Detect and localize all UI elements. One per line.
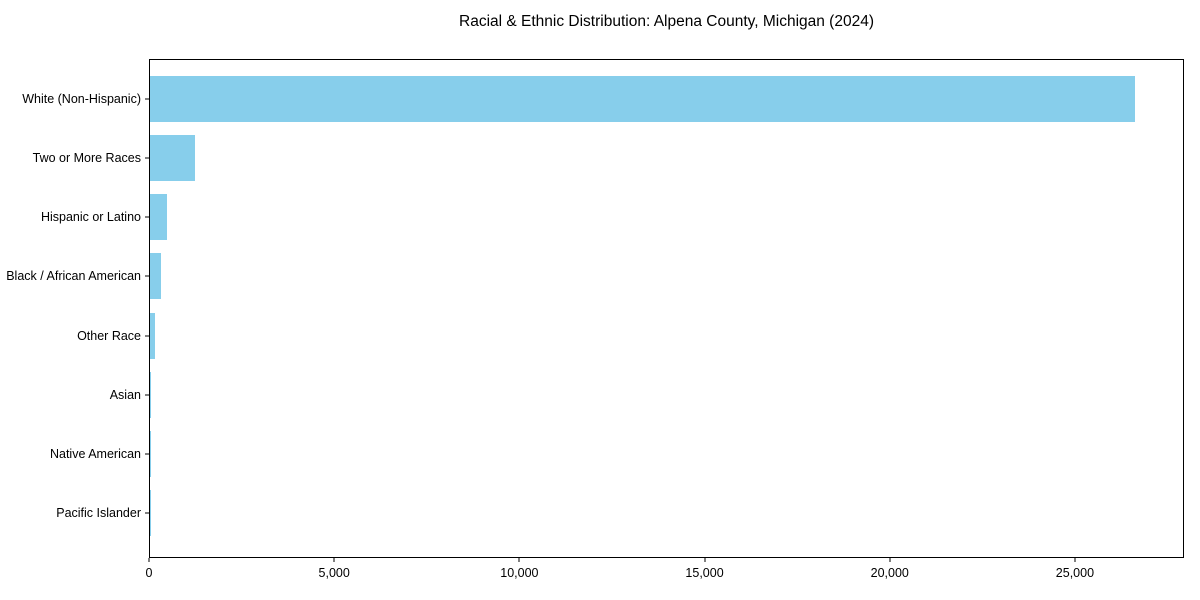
chart-title: Racial & Ethnic Distribution: Alpena Cou… [459, 13, 874, 30]
bar [150, 431, 151, 478]
bar [150, 253, 162, 300]
y-axis-label: White (Non-Hispanic) [22, 91, 141, 106]
y-axis-label: Asian [109, 387, 141, 402]
x-tick-label: 20,000 [870, 566, 909, 580]
x-tick [1074, 558, 1076, 562]
plot-area: White (Non-Hispanic) Two or More Races His… [6, 59, 1184, 558]
y-axis-label: Other Race [77, 328, 141, 343]
y-axis-label: Pacific Islander [56, 506, 141, 521]
bar-row: Pacific Islander [56, 484, 1183, 543]
y-tick [145, 335, 149, 337]
x-tick-label: 10,000 [500, 566, 539, 580]
y-tick [145, 157, 149, 159]
y-axis-label: Hispanic or Latino [40, 210, 141, 225]
y-tick [145, 216, 149, 218]
bar-rows-container: White (Non-Hispanic) Two or More Races His… [6, 60, 1183, 557]
x-tick [148, 558, 150, 562]
x-tick-label: 15,000 [685, 566, 724, 580]
bar [150, 134, 196, 181]
y-tick [145, 275, 149, 277]
x-tick-label: 25,000 [1055, 566, 1095, 580]
y-tick [145, 512, 149, 514]
y-axis-label: Black / African American [6, 269, 141, 284]
x-tick-label: 0 [145, 566, 153, 580]
bar-row: White (Non-Hispanic) [22, 69, 1183, 128]
x-tick-label: 5,000 [318, 566, 350, 580]
y-tick [145, 98, 149, 100]
x-tick [333, 558, 335, 562]
y-axis-label: Native American [49, 447, 141, 462]
y-tick [145, 453, 149, 455]
x-tick [518, 558, 520, 562]
bar-row: Other Race [77, 306, 1183, 365]
x-axis: 0 5,000 10,000 15,000 20,000 25,000 [145, 558, 1184, 588]
bar [150, 371, 152, 418]
bar-row: Black / African American [6, 247, 1183, 306]
y-tick [145, 394, 149, 396]
y-axis-label: Two or More Races [32, 150, 141, 165]
bar [150, 194, 168, 241]
bar-row: Native American [50, 425, 1183, 484]
x-tick [889, 558, 891, 562]
bar [150, 312, 155, 359]
bar-row: Asian [110, 365, 1183, 424]
bar-row: Two or More Races [33, 128, 1183, 187]
x-tick [704, 558, 706, 562]
bar [150, 75, 1136, 122]
bar-row: Hispanic or Latino [41, 188, 1183, 247]
